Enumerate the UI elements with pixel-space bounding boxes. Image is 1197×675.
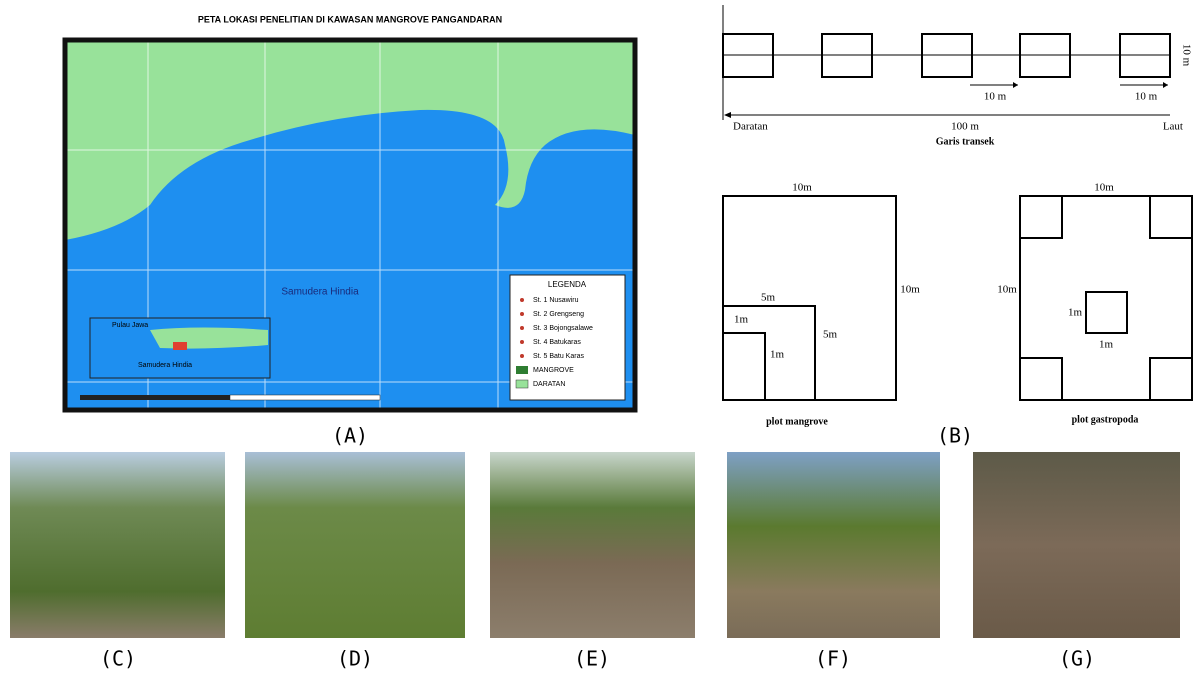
dim-label: 1m <box>1068 307 1083 319</box>
legend-item: St. 2 Grengseng <box>533 311 584 318</box>
legend-swatch <box>516 380 528 388</box>
height-label: 10 m <box>1180 44 1192 67</box>
arrow-head <box>1163 82 1168 88</box>
length-label: 100 m <box>951 121 979 133</box>
plot-caption: plot gastropoda <box>1072 414 1139 425</box>
legend-item: St. 5 Batu Karas <box>533 353 584 360</box>
dim-label: 10m <box>792 182 812 194</box>
photo <box>727 452 940 638</box>
dim-label: 10m <box>900 284 920 296</box>
photo <box>490 452 695 638</box>
legend-marker <box>520 354 524 358</box>
figure: PETA LOKASI PENELITIAN DI KAWASAN MANGRO… <box>0 0 1197 675</box>
legend-item: DARATAN <box>533 381 565 388</box>
legend-item: St. 1 Nusawiru <box>533 297 579 304</box>
inset-marker <box>173 342 187 350</box>
arrow-head <box>1013 82 1018 88</box>
plot-10m <box>1020 196 1192 400</box>
panel-label: (G) <box>1059 647 1095 671</box>
legend-marker <box>520 312 524 316</box>
panel-label: (E) <box>574 647 610 671</box>
panel-label: (C) <box>100 647 136 671</box>
plot-1m <box>1020 196 1062 238</box>
plot-1m <box>1150 196 1192 238</box>
sea-label: Samudera Hindia <box>281 287 359 298</box>
plot-1m <box>1086 292 1127 333</box>
legend-item: St. 4 Batukaras <box>533 339 581 346</box>
plot-1m <box>1150 358 1192 400</box>
segment-label: 10 m <box>984 91 1007 103</box>
dim-label: 1m <box>770 349 785 361</box>
scale-bar-segment <box>230 395 380 400</box>
legend-marker <box>520 340 524 344</box>
legend-marker <box>520 326 524 330</box>
transect-caption: Garis transek <box>936 136 995 147</box>
dim-label: 1m <box>734 314 749 326</box>
plot-1m <box>1020 358 1062 400</box>
panel-label: (D) <box>337 647 373 671</box>
arrow-head <box>724 112 731 118</box>
legend-swatch <box>516 366 528 374</box>
dim-label: 5m <box>761 292 776 304</box>
end-label: Laut <box>1163 121 1183 133</box>
legend-title: LEGENDA <box>548 280 587 289</box>
dim-label: 10m <box>1094 182 1114 194</box>
segment-label: 10 m <box>1135 91 1158 103</box>
legend-item: MANGROVE <box>533 367 574 374</box>
dim-label: 10m <box>997 284 1017 296</box>
legend-item: St. 3 Bojongsalawe <box>533 325 593 332</box>
dim-label: 5m <box>823 329 838 341</box>
legend-marker <box>520 298 524 302</box>
panel-label: (B) <box>937 424 973 448</box>
photo <box>245 452 465 638</box>
panel-label: (F) <box>815 647 851 671</box>
photo <box>10 452 225 638</box>
map-title: PETA LOKASI PENELITIAN DI KAWASAN MANGRO… <box>198 14 502 24</box>
inset-island-label: Pulau Jawa <box>112 322 148 329</box>
panel-label: (A) <box>332 424 368 448</box>
photo <box>973 452 1180 638</box>
start-label: Daratan <box>733 121 768 133</box>
dim-label: 1m <box>1099 339 1114 351</box>
plot-1m <box>723 333 765 400</box>
plot-caption: plot mangrove <box>766 416 828 427</box>
plot-10m <box>723 196 896 400</box>
inset-sea-label: Samudera Hindia <box>138 362 192 369</box>
inset-land <box>150 328 268 349</box>
